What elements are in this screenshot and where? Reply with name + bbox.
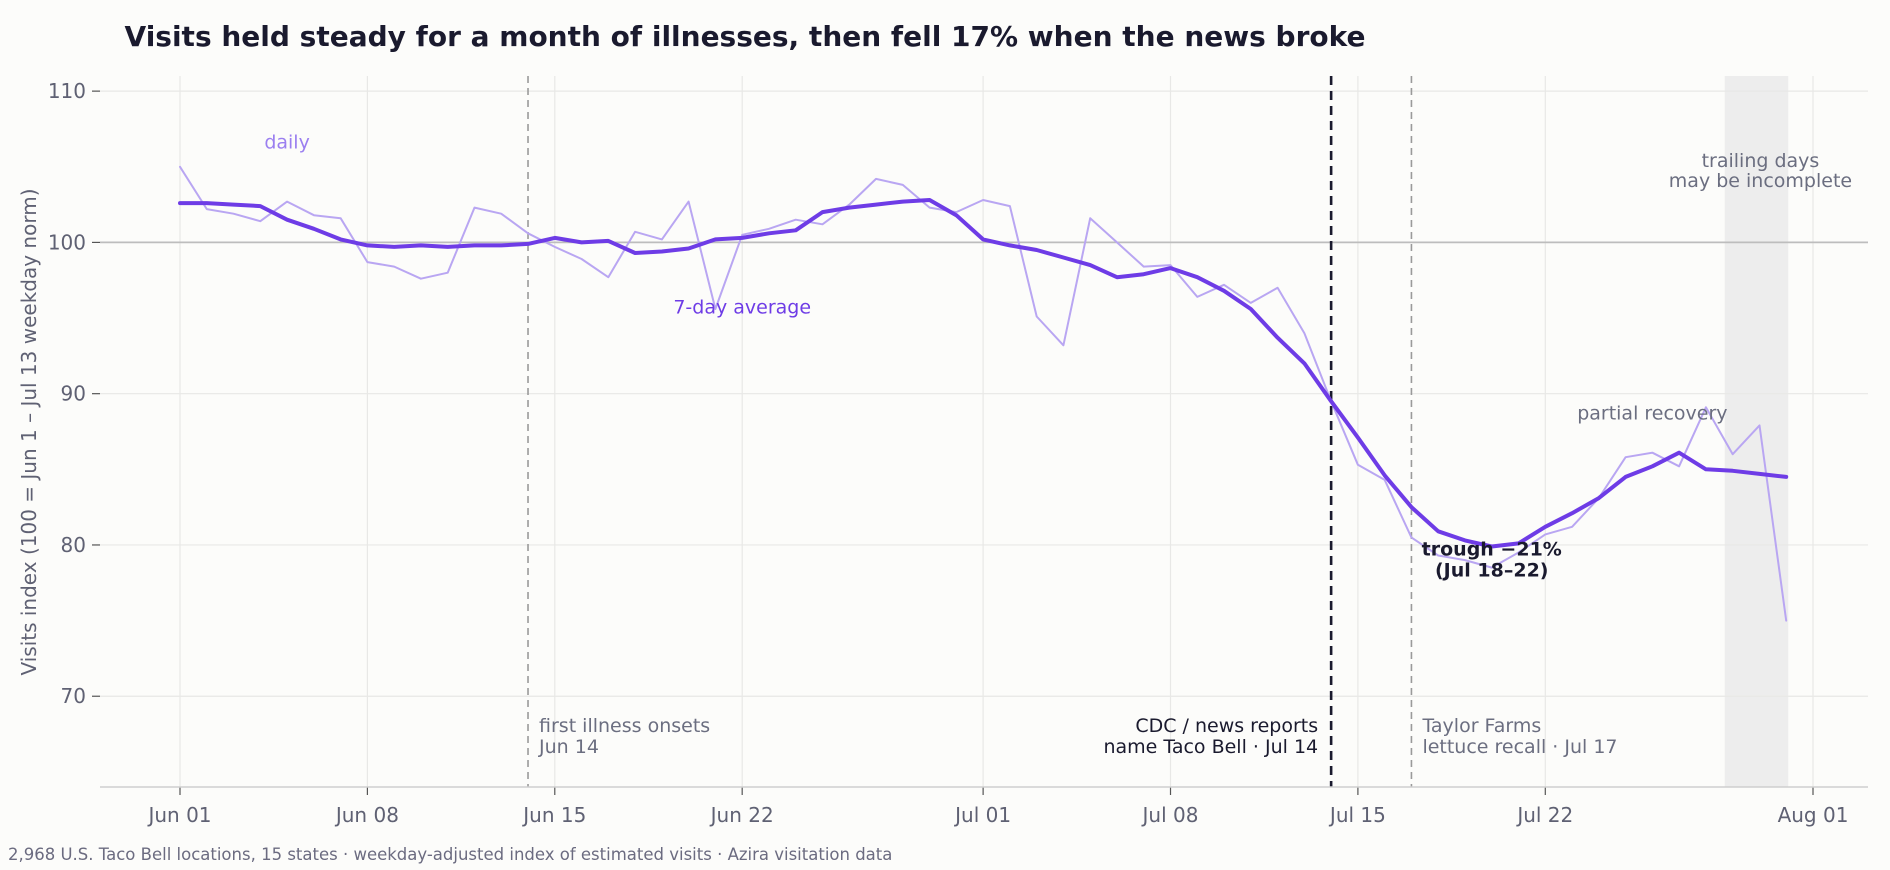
annotation-0: daily [264, 132, 310, 154]
x-tick-label-8: Aug 01 [1778, 803, 1849, 827]
y-tick-label-90: 90 [61, 382, 86, 406]
series-line-daily [179, 165, 1788, 622]
x-tick-label-0: Jun 01 [146, 803, 211, 827]
event-label-2: Taylor Farms lettuce recall · Jul 17 [1421, 715, 1617, 758]
event-label-1: CDC / news reports name Taco Bell · Jul 1… [1103, 715, 1318, 758]
y-tick-label-80: 80 [61, 533, 86, 557]
x-tick-label-2: Jun 15 [521, 803, 586, 827]
gridlines-layer [100, 76, 1868, 787]
y-tick-label-70: 70 [61, 684, 86, 708]
x-tick-label-3: Jun 22 [709, 803, 774, 827]
x-tick-label-7: Jul 22 [1515, 803, 1573, 827]
y-tick-label-100: 100 [48, 230, 86, 254]
x-tick-label-1: Jun 08 [334, 803, 399, 827]
annotation-3: partial recovery [1577, 402, 1727, 424]
series-line-avg [178, 198, 1789, 549]
annotation-1: 7-day average [673, 297, 811, 319]
annotations-layer: first illness onsets Jun 14 CDC / news rep… [264, 132, 1852, 758]
x-tick-label-6: Jul 15 [1328, 803, 1386, 827]
event-lines-layer [527, 76, 1413, 787]
event-label-0: first illness onsets Jun 14 [538, 715, 710, 758]
y-axis-title: Visits index (100 = Jun 1 – Jul 13 weekd… [17, 188, 41, 675]
axes-layer: 70 80 90 100 110 Jun 01 Jun 08 Jun 15 Jun 22 Jul … [48, 79, 1868, 827]
series-layer [178, 165, 1789, 622]
footnote: 2,968 U.S. Taco Bell locations, 15 state… [8, 845, 892, 864]
x-tick-label-4: Jul 01 [953, 803, 1011, 827]
x-tick-label-5: Jul 08 [1141, 803, 1199, 827]
annotation-2: trough −21% (Jul 18–22) [1422, 539, 1562, 582]
shaded-region-layer [1724, 76, 1789, 787]
chart-title: Visits held steady for a month of illnes… [125, 20, 1366, 53]
shaded-region [1724, 76, 1789, 787]
shaded-region-label: trailing days may be incomplete [1669, 150, 1852, 192]
y-tick-label-110: 110 [48, 79, 86, 103]
